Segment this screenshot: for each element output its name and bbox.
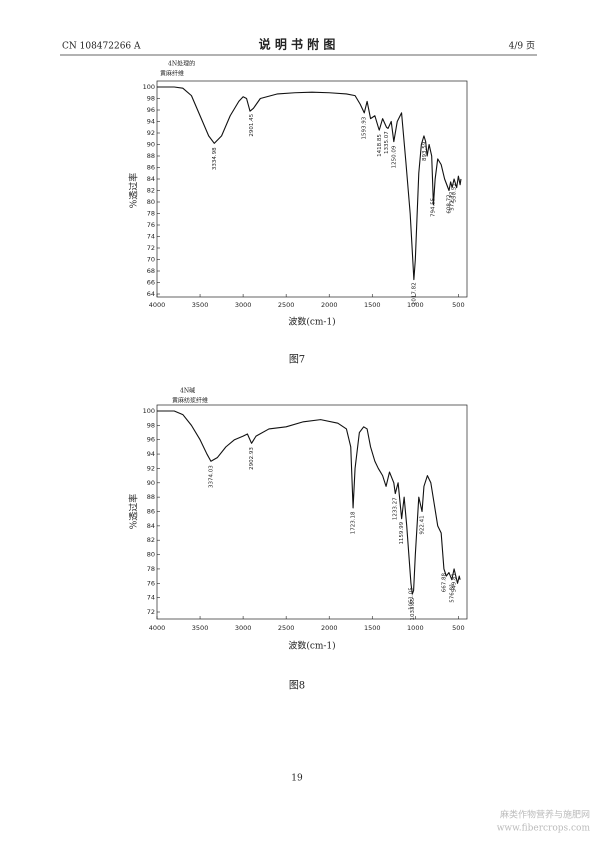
- y-tick-label: 78: [147, 565, 155, 573]
- peak-label: 1233.27: [393, 497, 399, 520]
- x-tick-label: 2500: [278, 301, 295, 309]
- y-tick-label: 94: [147, 450, 155, 458]
- y-tick-label: 68: [147, 267, 155, 275]
- y-tick-label: 70: [147, 256, 155, 264]
- y-axis-label: %透过率: [128, 173, 140, 209]
- y-tick-label: 100: [143, 407, 155, 415]
- y-tick-label: 82: [147, 536, 155, 544]
- spectrum-line: [157, 410, 461, 595]
- plot-frame: [156, 404, 468, 620]
- y-tick-label: 88: [147, 493, 155, 501]
- x-tick-label: 3500: [192, 301, 209, 309]
- y-tick-label: 64: [147, 290, 155, 298]
- y-tick-label: 100: [143, 83, 155, 91]
- x-tick-label: 1000: [407, 624, 424, 632]
- plot-frame: [156, 80, 468, 298]
- peak-label: 667.88: [441, 572, 447, 592]
- y-tick-label: 74: [147, 594, 155, 602]
- peak-label: 1159.99: [399, 521, 405, 544]
- header-right: 4/9 页: [509, 41, 535, 52]
- x-tick-label: 2500: [278, 624, 295, 632]
- x-tick-label: 1500: [364, 301, 381, 309]
- peak-label: 1033.85: [410, 597, 416, 620]
- y-tick-label: 90: [147, 479, 155, 487]
- peak-label: 549.81: [452, 573, 458, 592]
- y-tick-label: 80: [147, 198, 155, 206]
- y-tick-label: 88: [147, 152, 155, 160]
- y-tick-label: 82: [147, 187, 155, 195]
- peak-label: 1017.82: [411, 282, 417, 305]
- x-tick-label: 2000: [321, 624, 338, 632]
- x-axis-label: 波数(cm-1): [288, 316, 335, 328]
- x-tick-label: 4000: [149, 624, 166, 632]
- peak-label: 794.55: [431, 197, 437, 217]
- peak-label: 1335.07: [384, 131, 390, 154]
- sample-label: 黄麻纺浆纤维: [172, 397, 208, 405]
- peak-label: 893.59: [422, 141, 428, 161]
- peak-label: 572.77: [450, 191, 456, 211]
- y-tick-label: 86: [147, 164, 155, 172]
- y-tick-label: 80: [147, 551, 155, 559]
- y-tick-label: 84: [147, 522, 155, 530]
- x-tick-label: 1500: [364, 624, 381, 632]
- sample-label: 黄麻纤维: [160, 70, 184, 78]
- sample-label: 4N碱: [180, 388, 195, 395]
- y-tick-label: 76: [147, 579, 155, 587]
- y-tick-label: 92: [147, 464, 155, 472]
- figure-caption: 图8: [289, 680, 305, 692]
- x-tick-label: 1000: [407, 301, 424, 309]
- peak-label: 2901.45: [249, 113, 255, 136]
- x-tick-label: 3500: [192, 624, 209, 632]
- watermark: 麻类作物营养与施肥网: [500, 809, 590, 821]
- y-tick-label: 98: [147, 95, 155, 103]
- page-number: 19: [291, 774, 303, 784]
- peak-label: 1723.18: [351, 511, 357, 534]
- y-tick-label: 90: [147, 141, 155, 149]
- y-tick-label: 98: [147, 421, 155, 429]
- peak-label: 608.72: [447, 194, 453, 213]
- y-tick-label: 78: [147, 210, 155, 218]
- peak-label: 1051.05: [408, 587, 414, 610]
- x-tick-label: 3000: [235, 624, 252, 632]
- peak-label: 576.81: [449, 584, 455, 603]
- y-tick-label: 74: [147, 233, 155, 241]
- peak-label: 3374.03: [208, 465, 214, 488]
- watermark: www.fibercrops.com: [497, 824, 591, 834]
- y-axis-label: %透过率: [128, 494, 140, 530]
- x-tick-label: 500: [452, 624, 464, 632]
- peak-label: 1593.93: [362, 116, 368, 139]
- x-tick-label: 3000: [235, 301, 252, 309]
- header-center: 说 明 书 附 图: [259, 37, 336, 52]
- x-tick-label: 500: [452, 301, 464, 309]
- y-tick-label: 84: [147, 175, 155, 183]
- x-axis-label: 波数(cm-1): [288, 640, 335, 652]
- peak-label: 922.41: [420, 515, 426, 534]
- y-tick-label: 76: [147, 221, 155, 229]
- x-tick-label: 2000: [321, 301, 338, 309]
- y-tick-label: 66: [147, 279, 155, 287]
- peak-label: 550.51: [452, 183, 458, 202]
- figure-caption: 图7: [289, 354, 305, 366]
- y-tick-label: 72: [147, 608, 155, 616]
- peak-label: 3334.98: [212, 147, 218, 170]
- x-tick-label: 4000: [149, 301, 166, 309]
- sample-label: 4N处理的: [168, 60, 195, 68]
- header-left: CN 108472266 A: [62, 42, 141, 52]
- y-tick-label: 96: [147, 106, 155, 114]
- y-tick-label: 86: [147, 508, 155, 516]
- y-tick-label: 94: [147, 118, 155, 126]
- peak-label: 1250.09: [391, 145, 397, 168]
- y-tick-label: 92: [147, 129, 155, 137]
- y-tick-label: 72: [147, 244, 155, 252]
- spectrum-line: [157, 86, 462, 281]
- peak-label: 2902.93: [249, 447, 255, 470]
- peak-label: 1418.85: [377, 134, 383, 157]
- y-tick-label: 96: [147, 436, 155, 444]
